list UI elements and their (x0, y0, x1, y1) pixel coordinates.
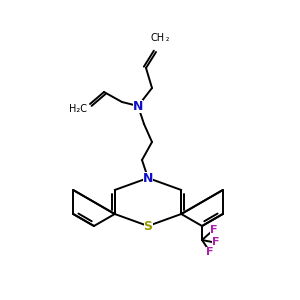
Text: ₂: ₂ (166, 34, 169, 43)
Text: CH: CH (151, 33, 165, 43)
Text: H₂C: H₂C (69, 104, 87, 114)
Text: N: N (143, 172, 153, 184)
Text: F: F (210, 225, 218, 235)
Text: F: F (206, 247, 214, 257)
Text: N: N (133, 100, 143, 112)
Text: S: S (143, 220, 152, 232)
Text: F: F (212, 237, 220, 247)
